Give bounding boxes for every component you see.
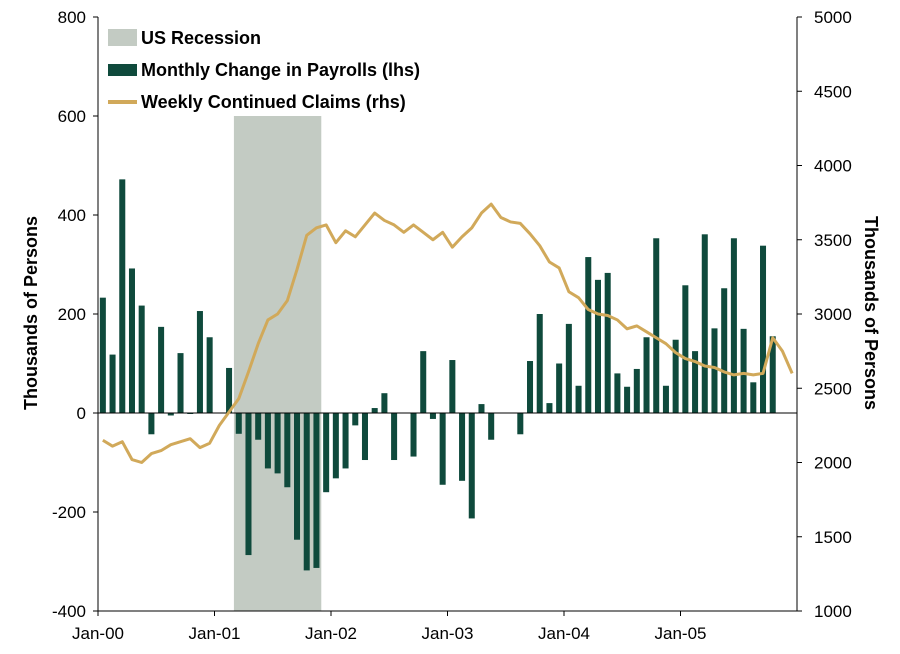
payroll-bar xyxy=(604,272,611,413)
payroll-bar xyxy=(342,413,349,469)
payroll-bar xyxy=(177,353,184,413)
payroll-bar xyxy=(721,288,728,413)
y-right-tick-label: 1000 xyxy=(814,602,852,621)
payroll-bar xyxy=(760,245,767,413)
payroll-bar xyxy=(711,328,718,413)
payroll-bar xyxy=(614,373,621,413)
payroll-bar xyxy=(352,413,359,426)
payroll-bar xyxy=(449,360,456,413)
legend-label-claims: Weekly Continued Claims (rhs) xyxy=(141,92,406,112)
payroll-bar xyxy=(429,413,436,419)
payroll-bar xyxy=(740,328,747,413)
payroll-bar xyxy=(439,413,446,485)
payroll-bar xyxy=(536,314,543,413)
payroll-bar xyxy=(99,297,106,413)
payroll-bar xyxy=(158,326,165,413)
payroll-bar xyxy=(226,367,233,413)
payroll-bar xyxy=(313,413,320,568)
payroll-bar xyxy=(410,413,417,457)
payroll-bar xyxy=(323,413,330,493)
payroll-bar xyxy=(478,404,485,413)
x-tick-label: Jan-04 xyxy=(538,624,590,643)
y-right-tick-label: 1500 xyxy=(814,528,852,547)
payroll-bar xyxy=(420,351,427,414)
payroll-bar xyxy=(692,351,699,414)
payroll-bar xyxy=(556,363,563,413)
payroll-bar xyxy=(565,323,572,413)
payroll-bar xyxy=(769,336,776,413)
payroll-bar xyxy=(255,413,262,440)
payroll-bar xyxy=(653,238,660,413)
payroll-bar xyxy=(196,311,203,413)
payroll-bar xyxy=(361,413,368,461)
y-right-tick-label: 3000 xyxy=(814,305,852,324)
payroll-bar xyxy=(624,386,631,413)
legend-swatch-recession xyxy=(108,29,137,46)
payroll-bar xyxy=(245,413,252,556)
payroll-bar xyxy=(672,339,679,413)
payroll-bar xyxy=(750,382,757,413)
payroll-bar xyxy=(633,368,640,413)
payroll-bar xyxy=(167,413,174,416)
y-right-tick-label: 2500 xyxy=(814,379,852,398)
y-left-axis-title: Thousands of Persons xyxy=(21,216,41,410)
x-tick-label: Jan-01 xyxy=(189,624,241,643)
y-left-tick-label: -400 xyxy=(52,602,86,621)
payroll-bar xyxy=(332,413,339,479)
legend-label-payrolls: Monthly Change in Payrolls (lhs) xyxy=(141,60,420,80)
y-left-tick-label: -200 xyxy=(52,503,86,522)
payroll-bar xyxy=(148,413,155,435)
payroll-bar xyxy=(274,413,281,474)
x-tick-label: Jan-00 xyxy=(72,624,124,643)
y-left-tick-label: 800 xyxy=(58,8,86,27)
y-right-axis-title: Thousands of Persons xyxy=(861,216,881,410)
payroll-bar xyxy=(294,413,301,540)
claims-line xyxy=(102,202,794,464)
payroll-bar xyxy=(575,385,582,413)
payroll-bar xyxy=(517,413,524,435)
payroll-bar xyxy=(138,305,145,413)
payroll-bar xyxy=(391,413,398,461)
payroll-bar xyxy=(381,393,388,413)
y-left-tick-label: 600 xyxy=(58,107,86,126)
legend-swatch-payrolls xyxy=(108,64,137,76)
payroll-bar xyxy=(119,179,126,413)
payroll-bar xyxy=(235,413,242,434)
payroll-bar xyxy=(730,238,737,413)
payroll-bar xyxy=(206,337,213,413)
y-right-tick-label: 5000 xyxy=(814,8,852,27)
payroll-bar xyxy=(546,403,553,413)
y-right-tick-label: 3500 xyxy=(814,231,852,250)
chart-legend: US Recession Monthly Change in Payrolls … xyxy=(108,28,420,112)
legend-label-recession: US Recession xyxy=(141,28,261,48)
payroll-bar xyxy=(701,234,708,413)
y-right-tick-label: 2000 xyxy=(814,454,852,473)
y-right-tick-label: 4500 xyxy=(814,82,852,101)
x-tick-label: Jan-02 xyxy=(305,624,357,643)
payroll-bar xyxy=(662,385,669,413)
y-left-tick-label: 400 xyxy=(58,206,86,225)
y-left-tick-label: 200 xyxy=(58,305,86,324)
payroll-bar xyxy=(109,354,116,413)
payroll-bar xyxy=(682,285,689,413)
x-tick-label: Jan-05 xyxy=(655,624,707,643)
payroll-bar xyxy=(594,279,601,413)
y-left-tick-label: 0 xyxy=(77,404,86,423)
payroll-bar xyxy=(284,413,291,488)
payroll-bar xyxy=(459,413,466,481)
payroll-bar xyxy=(468,413,475,519)
y-right-tick-label: 4000 xyxy=(814,157,852,176)
x-tick-label: Jan-03 xyxy=(422,624,474,643)
payroll-bar xyxy=(303,413,310,571)
payroll-bar xyxy=(643,337,650,413)
payroll-bar xyxy=(371,408,378,413)
payroll-bar xyxy=(488,413,495,440)
payroll-bar xyxy=(527,361,534,413)
payroll-bar xyxy=(264,413,271,469)
payroll-bar xyxy=(128,268,135,413)
payroll-bar xyxy=(585,257,592,413)
